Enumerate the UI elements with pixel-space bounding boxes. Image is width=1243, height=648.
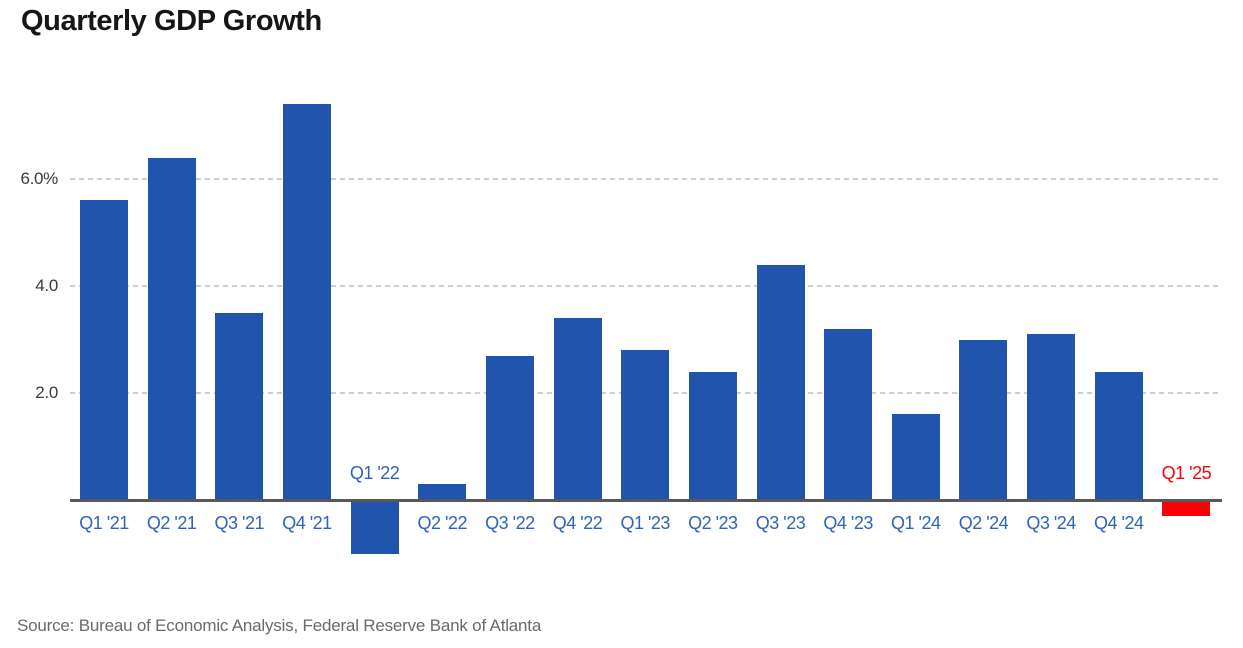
- gridline-6-0: [70, 178, 1222, 180]
- x-axis-label-q4-22: Q4 '22: [552, 513, 603, 533]
- x-axis-label-q4-23: Q4 '23: [823, 513, 873, 533]
- bar-q1-21: [80, 200, 128, 500]
- x-axis-label-q1-21: Q1 '21: [79, 513, 129, 533]
- bar-q4-24: [1094, 371, 1143, 500]
- x-axis-label-q3-24: Q3 '24: [1026, 513, 1076, 533]
- x-axis-label-q3-23: Q3 '23: [755, 513, 806, 533]
- gridline-4-0: [70, 285, 1222, 287]
- bar-q3-21: [215, 312, 264, 500]
- bar-q2-23: [688, 371, 737, 500]
- bar-q1-24: [891, 414, 940, 500]
- chart-title: Quarterly GDP Growth: [21, 5, 322, 37]
- bar-q3-22: [485, 355, 534, 500]
- x-axis-label-q3-22: Q3 '22: [485, 513, 535, 533]
- bar-q1-22: [350, 500, 399, 554]
- x-axis-label-q1-25: Q1 '25: [1161, 463, 1212, 483]
- bar-q2-24: [959, 339, 1008, 500]
- bar-q2-22: [418, 483, 467, 500]
- x-axis-label-q3-21: Q3 '21: [214, 513, 265, 533]
- bar-q4-21: [282, 104, 331, 500]
- x-axis-label-q1-24: Q1 '24: [891, 513, 941, 533]
- x-axis-label-q1-23: Q1 '23: [620, 513, 670, 533]
- source-attribution: Source: Bureau of Economic Analysis, Fed…: [17, 616, 542, 635]
- x-axis-label-q2-24: Q2 '24: [958, 513, 1009, 533]
- x-axis-label-q4-21: Q4 '21: [282, 513, 332, 533]
- bar-q1-25: [1162, 500, 1211, 517]
- y-axis-tick-6-0: 6.0%: [20, 169, 58, 188]
- bar-q3-24: [1027, 334, 1076, 500]
- bar-q4-23: [824, 328, 873, 500]
- y-axis-tick-4-0: 4.0: [35, 276, 58, 295]
- x-axis-label-q2-21: Q2 '21: [146, 513, 197, 533]
- x-axis-label-q1-22: Q1 '22: [349, 463, 400, 483]
- x-axis-baseline: [70, 499, 1222, 502]
- bar-q1-23: [621, 350, 670, 500]
- x-axis-label-q4-24: Q4 '24: [1094, 513, 1144, 533]
- y-axis-tick-2-0: 2.0: [35, 383, 58, 402]
- bar-q3-23: [756, 264, 805, 500]
- bar-q4-22: [553, 318, 602, 500]
- bar-q2-21: [147, 157, 196, 500]
- x-axis-label-q2-22: Q2 '22: [417, 513, 468, 533]
- x-axis-label-q2-23: Q2 '23: [688, 513, 738, 533]
